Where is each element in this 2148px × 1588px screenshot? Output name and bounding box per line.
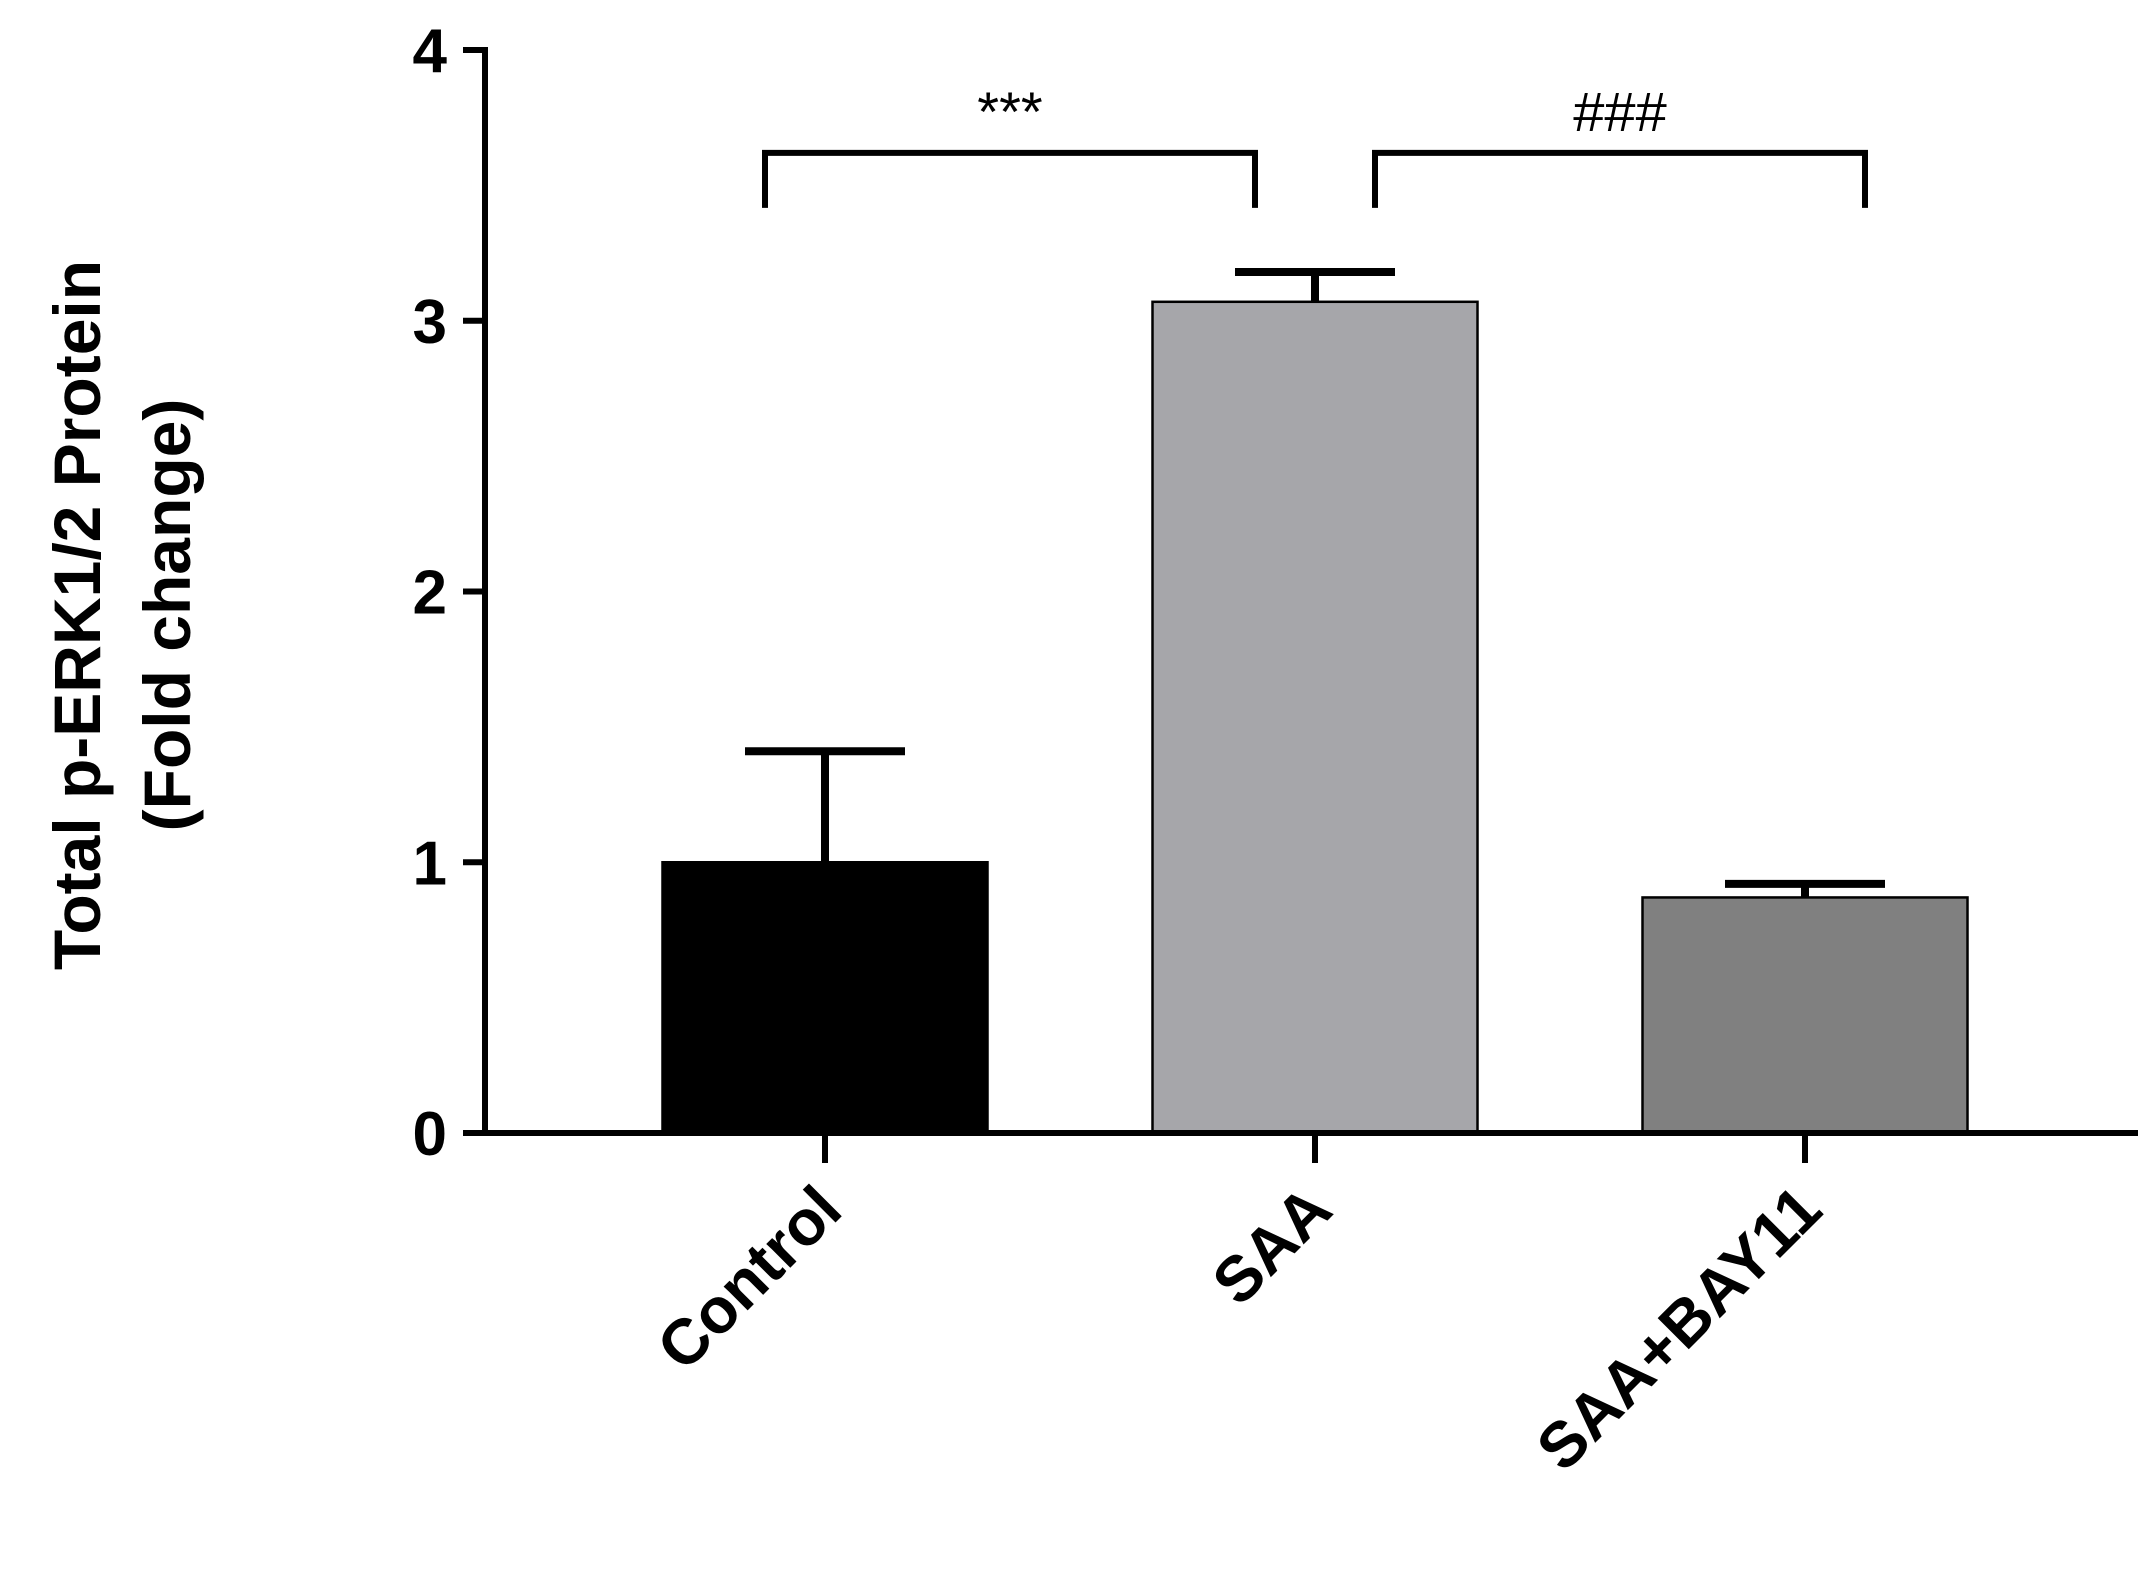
y-tick-label-4: 4 <box>413 17 448 86</box>
x-tick-label-saa: SAA <box>1198 1172 1344 1318</box>
x-tick-label-saa-bay11: SAA+BAY11 <box>1523 1172 1835 1484</box>
y-tick-label-0: 0 <box>413 1100 447 1169</box>
y-tick-label-3: 3 <box>413 288 447 357</box>
y-tick-label-2: 2 <box>413 559 447 628</box>
y-axis-label-line-2: (Fold change) <box>130 399 204 832</box>
significance-bracket-1 <box>1372 149 1868 208</box>
y-tick-label-1: 1 <box>413 829 447 898</box>
plot-area: 0 1 2 3 4 Control SAA SAA+BAY11 *** ### <box>413 17 2138 1484</box>
significance-bracket-0 <box>762 149 1258 208</box>
x-tick-label-control: Control <box>643 1172 855 1384</box>
significance-label-1: ### <box>1573 80 1666 143</box>
y-axis-label-line-1: Total p-ERK1/2 Protein <box>40 260 114 970</box>
bar-saa-bay11 <box>1641 896 1969 1135</box>
bar-control <box>661 861 989 1135</box>
significance-label-0: *** <box>977 80 1042 143</box>
bar-saa <box>1151 300 1479 1135</box>
y-axis-label: Total p-ERK1/2 Protein (Fold change) <box>40 260 204 970</box>
